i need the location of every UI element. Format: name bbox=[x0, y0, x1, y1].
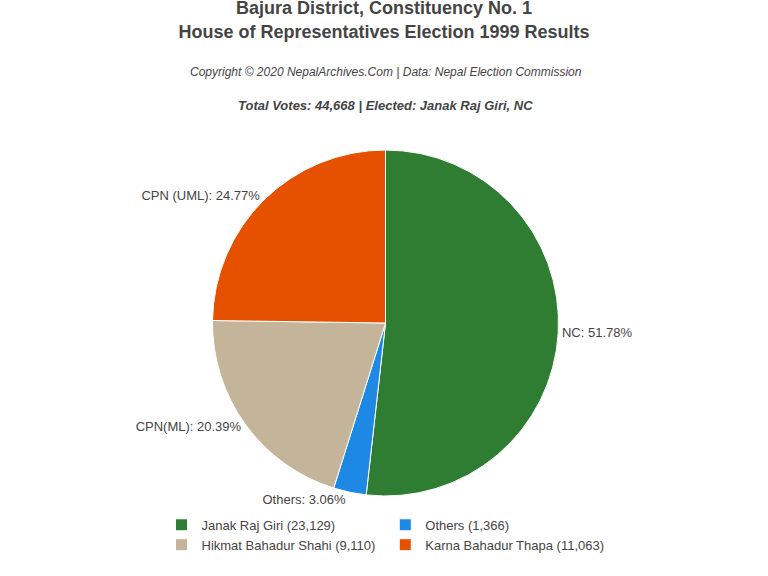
svg-text:Karna Bahadur Thapa (11,063): Karna Bahadur Thapa (11,063) bbox=[425, 538, 604, 553]
svg-text:Copyright © 2020 NepalArchives: Copyright © 2020 NepalArchives.Com | Dat… bbox=[190, 65, 582, 79]
svg-text:NC: 51.78%: NC: 51.78% bbox=[562, 325, 633, 340]
svg-text:CPN (UML): 24.77%: CPN (UML): 24.77% bbox=[141, 188, 260, 203]
svg-text:Others: 3.06%: Others: 3.06% bbox=[262, 492, 346, 507]
svg-text:Hikmat Bahadur Shahi (9,110): Hikmat Bahadur Shahi (9,110) bbox=[202, 538, 376, 553]
svg-text:Others (1,366): Others (1,366) bbox=[425, 518, 509, 533]
svg-text:Total Votes: 44,668 | Elected:: Total Votes: 44,668 | Elected: Janak Raj… bbox=[238, 98, 533, 113]
svg-text:Janak Raj Giri (23,129): Janak Raj Giri (23,129) bbox=[202, 518, 336, 533]
svg-text:Bajura District, Constituency: Bajura District, Constituency No. 1House… bbox=[178, 0, 589, 42]
svg-text:CPN(ML): 20.39%: CPN(ML): 20.39% bbox=[136, 419, 242, 434]
